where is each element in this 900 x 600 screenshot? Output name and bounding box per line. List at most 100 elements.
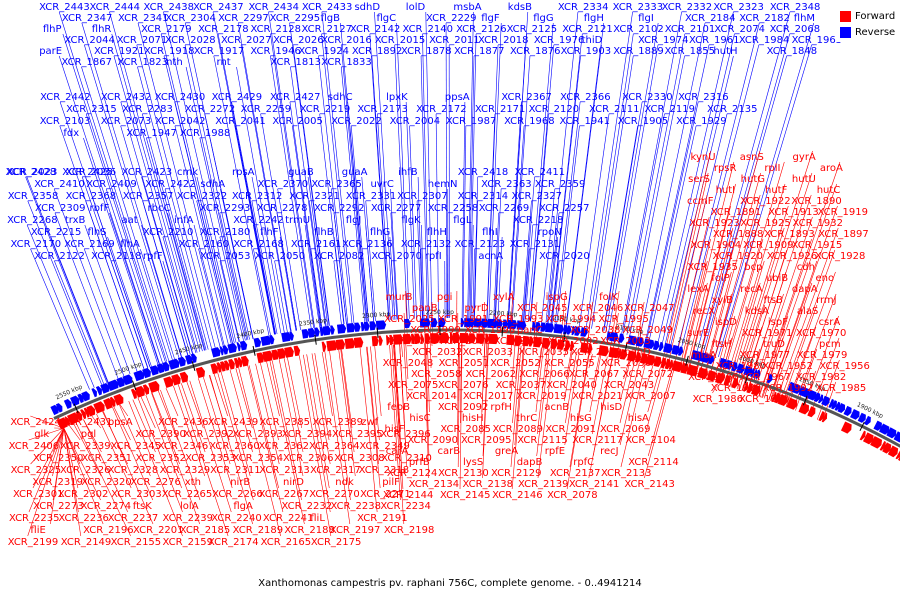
reverse-leader-line: [551, 55, 581, 324]
forward-leader-line: [217, 372, 254, 501]
forward-gene: [514, 335, 523, 346]
forward-leader-line: [713, 216, 761, 382]
reverse-gene: [487, 318, 498, 329]
forward-gene-label: flgA: [233, 501, 253, 512]
reverse-gene-label: XCR_2016: [321, 35, 372, 46]
forward-leader-line: [695, 326, 708, 377]
forward-gene-label: XCR_2174: [208, 537, 259, 548]
forward-gene-label: XCR_1935: [687, 262, 738, 273]
forward-gene-label: XCR_2394: [282, 429, 333, 440]
forward-gene-label: hutU: [792, 174, 816, 185]
forward-leader-line: [680, 260, 708, 373]
forward-gene-label: XCR_1986: [692, 394, 743, 405]
reverse-leader-line: [109, 212, 160, 365]
reverse-gene-label: XCR_2370: [258, 179, 309, 190]
reverse-gene: [755, 369, 761, 379]
forward-leader-line: [661, 150, 711, 368]
reverse-leader-line: [649, 125, 697, 340]
reverse-gene: [190, 353, 197, 364]
forward-leader-line: [287, 357, 302, 429]
reverse-leader-line: [105, 188, 163, 364]
forward-leader-line: [564, 352, 580, 446]
forward-gene-label: ftsB: [764, 295, 783, 306]
forward-gene: [86, 405, 96, 417]
reverse-gene-label: XCR_1976: [534, 35, 585, 46]
reverse-gene: [222, 345, 229, 355]
reverse-leader-line: [718, 44, 812, 358]
forward-gene: [271, 349, 279, 361]
reverse-leader-line: [394, 44, 408, 319]
forward-gene-label: aroA: [820, 163, 843, 174]
reverse-leader-line: [524, 224, 534, 322]
forward-leader-line: [393, 344, 403, 477]
forward-gene-label: XCR_2003: [600, 336, 651, 347]
reverse-leader-line: [83, 248, 131, 375]
reverse-gene-label: XCR_2011: [429, 35, 480, 46]
forward-leader-line: [28, 428, 65, 513]
forward-gene-label: bcp: [744, 262, 762, 273]
forward-gene: [897, 456, 900, 462]
forward-gene: [83, 407, 90, 418]
reverse-leader-line: [251, 200, 278, 335]
reverse-gene-label: XCR_2347: [62, 13, 113, 24]
reverse-leader-line: [142, 200, 189, 356]
forward-gene-label: XCR_2271: [360, 489, 411, 500]
reverse-leader-line: [473, 176, 479, 319]
reverse-leader-line: [486, 113, 496, 319]
forward-leader-line: [229, 369, 253, 453]
reverse-gene-label: rpfF: [143, 251, 163, 262]
reverse-gene-label: fdx: [63, 128, 79, 139]
reverse-gene-label: XCR_1876: [510, 46, 561, 57]
reverse-gene-label: XCR_1903: [561, 46, 612, 57]
forward-gene: [220, 361, 227, 372]
forward-gene-label: XCR_2311: [210, 465, 261, 476]
forward-leader-line: [28, 427, 65, 441]
forward-leader-line: [271, 360, 302, 501]
reverse-gene: [850, 408, 860, 420]
forward-gene-label: XCR_2353: [185, 453, 236, 464]
forward-gene: [485, 333, 490, 344]
forward-gene-label: XCR_2025: [384, 314, 435, 325]
forward-gene-label: ndk: [335, 477, 354, 488]
reverse-gene-label: XCR_2367: [501, 92, 552, 103]
reverse-leader-line: [507, 101, 522, 320]
reverse-leader-line: [467, 11, 474, 319]
forward-gene-label: XCR_2149: [61, 537, 112, 548]
forward-gene-label: XCR_2133: [601, 468, 652, 479]
forward-leader-line: [588, 354, 593, 369]
reverse-leader-line: [420, 248, 424, 319]
forward-gene-label: XCR_2045: [517, 303, 568, 314]
forward-gene-label: XCR_2239: [163, 513, 214, 524]
reverse-gene: [708, 354, 715, 365]
reverse-leader-line: [495, 260, 499, 320]
reverse-gene-label: XCR_2258: [428, 203, 479, 214]
reverse-gene-label: XCR_2050: [255, 251, 306, 262]
forward-gene-label: XCR_2306: [283, 453, 334, 464]
forward-gene: [550, 338, 558, 350]
forward-leader-line: [485, 343, 488, 369]
forward-gene-label: XCR_1956: [819, 361, 870, 372]
reverse-gene: [236, 342, 241, 352]
forward-gene: [179, 371, 189, 383]
reverse-gene-label: XCR_2027: [221, 35, 272, 46]
forward-gene-label: recA: [740, 284, 763, 295]
forward-gene: [228, 359, 235, 370]
reverse-gene-label: XCR_2132: [401, 239, 452, 250]
forward-gene-label: XCR_2351: [81, 453, 132, 464]
forward-leader-line: [177, 384, 229, 537]
reverse-leader-line: [605, 22, 659, 332]
forward-gene-label: XCR_2052: [490, 358, 541, 369]
forward-gene-label: XCR_2265: [162, 489, 213, 500]
reverse-gene-label: sdhD: [354, 2, 380, 13]
reverse-leader-line: [545, 11, 579, 323]
forward-gene-label: XCR_2048: [383, 358, 434, 369]
forward-gene-label: truD: [763, 339, 785, 350]
forward-leader-line: [298, 355, 332, 537]
forward-gene-label: rpsR: [714, 163, 737, 174]
reverse-gene: [635, 336, 645, 347]
reverse-gene-label: XCR_2123: [455, 239, 506, 250]
forward-gene-label: XCR_2431: [62, 417, 113, 428]
reverse-gene: [817, 394, 824, 404]
forward-leader-line: [338, 349, 356, 477]
forward-gene-label: acnB: [544, 402, 569, 413]
